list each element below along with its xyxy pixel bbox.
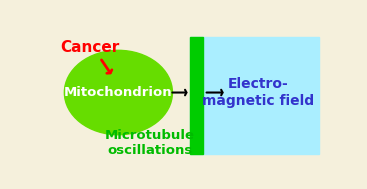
Bar	[189, 37, 319, 154]
Bar	[189, 37, 203, 154]
Text: Mitochondrion: Mitochondrion	[64, 86, 173, 99]
Ellipse shape	[64, 50, 172, 135]
Text: Microtubule
oscillations: Microtubule oscillations	[105, 129, 195, 157]
Text: Cancer: Cancer	[60, 40, 120, 55]
Text: Electro-
magnetic field: Electro- magnetic field	[202, 77, 314, 108]
